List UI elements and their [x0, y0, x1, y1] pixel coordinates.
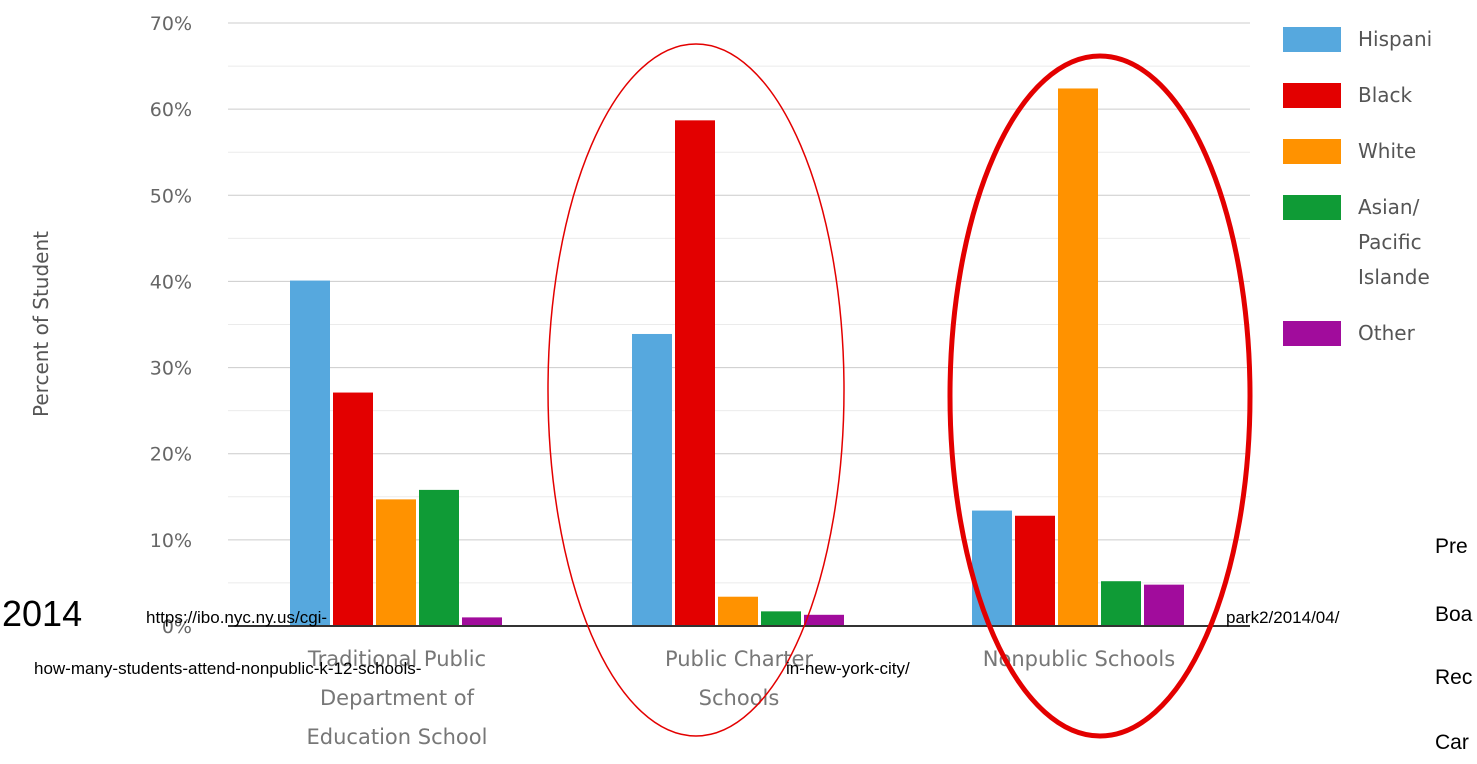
legend-swatch: [1283, 27, 1341, 52]
legend-swatch: [1283, 321, 1341, 346]
legend-swatch: [1283, 195, 1341, 220]
source-url-line2-left: how-many-students-attend-nonpublic-k-12-…: [34, 659, 422, 678]
category-label: Nonpublic Schools: [983, 647, 1175, 671]
highlight-circle: [947, 53, 1253, 739]
y-tick-label: 60%: [150, 99, 192, 121]
category-label: Traditional Public: [307, 647, 486, 671]
year-label: 2014: [2, 593, 83, 634]
bar: [1101, 581, 1141, 626]
side-text-4: Car: [1435, 731, 1469, 754]
bar: [290, 280, 330, 626]
category-label: Education School: [307, 725, 488, 749]
bars: [290, 88, 1184, 627]
legend-label: Asian/: [1358, 195, 1420, 219]
bar: [1144, 584, 1184, 626]
legend: Hispani Black White Asian/Pacific Islande Oth…: [1283, 27, 1432, 346]
y-tick-label: 30%: [150, 358, 192, 380]
y-tick-label: 0%: [162, 616, 192, 638]
category-labels: Traditional Public Department of Education…: [307, 647, 1176, 749]
y-tick-label: 50%: [150, 185, 192, 207]
y-tick-label: 20%: [150, 444, 192, 466]
legend-label: White: [1358, 139, 1416, 163]
legend-label: Pacific: [1358, 230, 1422, 254]
bar: [1058, 88, 1098, 627]
category-label: Department of: [320, 686, 475, 710]
bar: [761, 611, 801, 626]
bar: [718, 596, 758, 626]
side-text-3: Rec: [1435, 666, 1473, 689]
category-label: Schools: [699, 686, 780, 710]
legend-swatch: [1283, 83, 1341, 108]
bar: [972, 510, 1012, 626]
bar: [376, 499, 416, 626]
bar: [632, 333, 672, 626]
legend-label: Islande: [1358, 265, 1430, 289]
side-text-1: Pre: [1435, 535, 1468, 558]
highlight-circle: [547, 43, 845, 737]
y-tick-label: 10%: [150, 530, 192, 552]
bar: [804, 614, 844, 626]
y-tick-label: 70%: [150, 13, 192, 35]
legend-swatch: [1283, 139, 1341, 164]
highlight-circles: [547, 43, 1253, 739]
bar: [675, 120, 715, 626]
y-axis-label: Percent of Student: [29, 231, 53, 417]
legend-label: Hispani: [1358, 27, 1432, 51]
bar: [333, 392, 373, 626]
legend-label: Other: [1358, 321, 1416, 345]
source-url-line2-right: in-new-york-city/: [786, 659, 910, 678]
gridlines: [228, 22, 1250, 584]
bar: [419, 489, 459, 626]
bar: [1015, 515, 1055, 626]
side-text-2: Boa: [1435, 603, 1473, 626]
y-axis-ticks: 0% 10% 20% 30% 40% 50% 60% 70%: [150, 13, 192, 638]
y-tick-label: 40%: [150, 271, 192, 293]
bar: [462, 617, 502, 626]
source-url-line1-right: park2/2014/04/: [1226, 608, 1340, 627]
source-url-line1-left: https://ibo.nyc.ny.us/cgi-: [146, 608, 328, 627]
legend-label: Black: [1358, 83, 1413, 107]
